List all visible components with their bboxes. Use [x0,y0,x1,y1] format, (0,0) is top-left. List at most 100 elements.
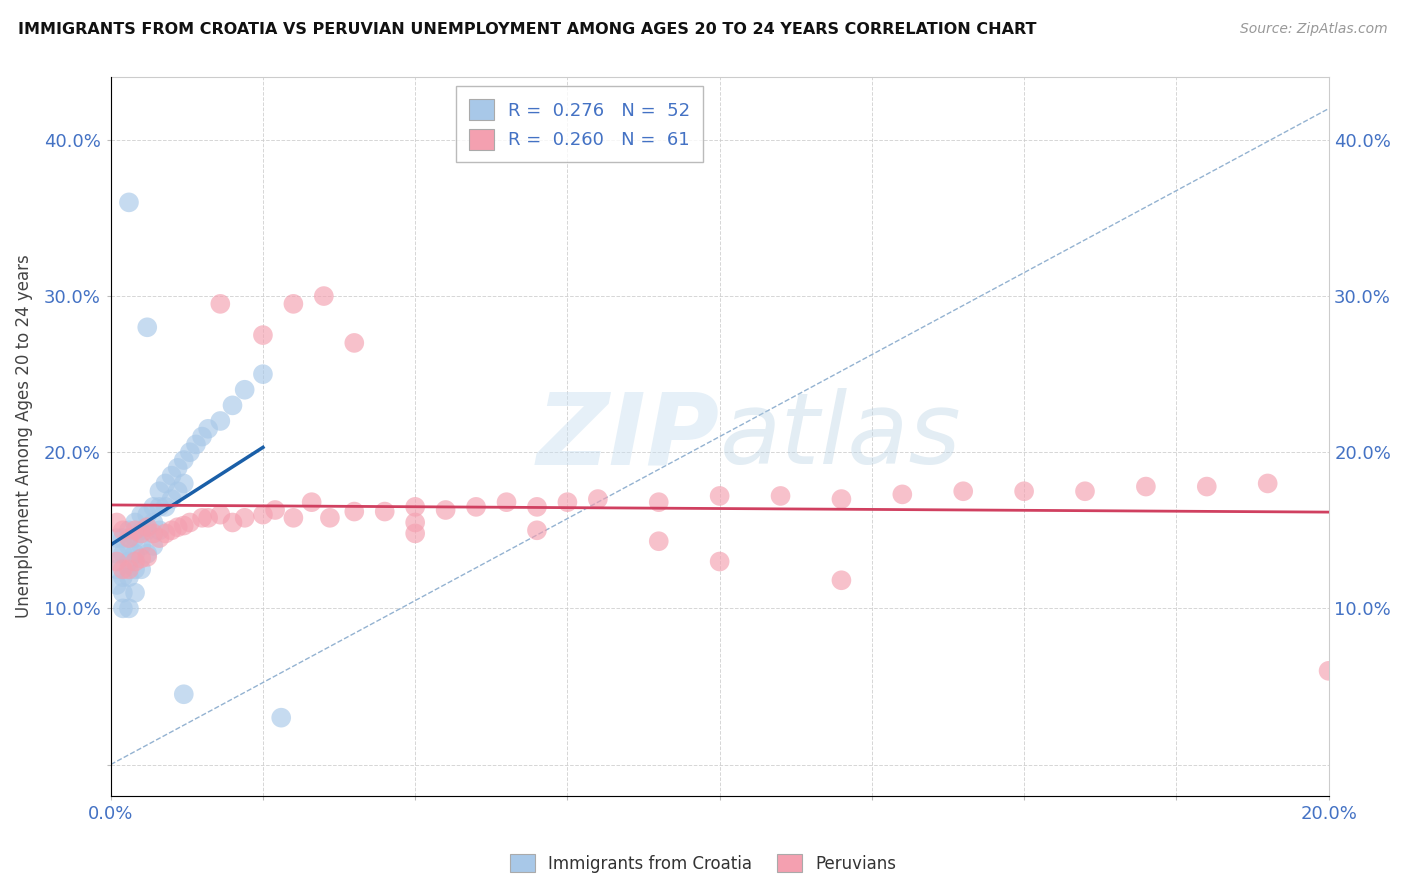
Point [233,510,256,524]
Point [129,539,152,553]
Point [270,711,292,725]
Point [111,601,134,615]
Point [209,297,232,311]
Point [155,476,177,491]
Point [118,562,141,576]
Point [142,526,165,541]
Point [136,508,159,522]
Point [124,586,146,600]
Point [142,516,165,530]
Point [124,547,146,561]
Point [118,531,141,545]
Point [1257,476,1279,491]
Point [155,500,177,514]
Point [252,328,274,343]
Point [197,510,219,524]
Point [129,551,152,566]
Point [209,414,232,428]
Point [404,526,426,541]
Point [404,516,426,530]
Point [173,518,195,533]
Point [148,500,170,514]
Point [118,523,141,537]
Text: atlas: atlas [720,388,962,485]
Point [343,504,366,518]
Point [118,601,141,615]
Point [179,445,201,459]
Point [111,570,134,584]
Point [709,555,731,569]
Point [124,523,146,537]
Point [209,508,232,522]
Point [118,195,141,210]
Point [136,523,159,537]
Point [404,500,426,514]
Point [111,547,134,561]
Point [1135,479,1157,493]
Point [648,534,671,549]
Point [648,495,671,509]
Point [197,422,219,436]
Point [129,523,152,537]
Point [118,539,141,553]
Point [111,523,134,537]
Point [1317,664,1340,678]
Point [129,508,152,522]
Point [105,531,128,545]
Point [191,510,214,524]
Point [136,549,159,564]
Point [129,526,152,541]
Point [124,516,146,530]
Point [160,468,183,483]
Point [136,320,159,334]
Point [105,547,128,561]
Point [166,520,188,534]
Point [465,500,488,514]
Point [124,531,146,545]
Point [952,484,974,499]
Point [124,555,146,569]
Legend: R =  0.276   N =  52, R =  0.260   N =  61: R = 0.276 N = 52, R = 0.260 N = 61 [456,87,703,162]
Point [148,523,170,537]
Point [221,398,243,412]
Point [1195,479,1218,493]
Point [105,516,128,530]
Point [526,500,548,514]
Point [221,516,243,530]
Point [142,500,165,514]
Point [1012,484,1035,499]
Point [179,516,201,530]
Point [586,491,609,506]
Point [166,460,188,475]
Y-axis label: Unemployment Among Ages 20 to 24 years: Unemployment Among Ages 20 to 24 years [15,255,32,618]
Point [264,503,287,517]
Point [301,495,323,509]
Point [283,297,305,311]
Point [148,531,170,545]
Point [830,491,852,506]
Point [343,335,366,350]
Text: Source: ZipAtlas.com: Source: ZipAtlas.com [1240,22,1388,37]
Point [526,523,548,537]
Point [173,476,195,491]
Point [191,429,214,443]
Legend: Immigrants from Croatia, Peruvians: Immigrants from Croatia, Peruvians [503,847,903,880]
Point [160,523,183,537]
Text: IMMIGRANTS FROM CROATIA VS PERUVIAN UNEMPLOYMENT AMONG AGES 20 TO 24 YEARS CORRE: IMMIGRANTS FROM CROATIA VS PERUVIAN UNEM… [18,22,1036,37]
Point [118,555,141,569]
Point [105,555,128,569]
Point [184,437,207,451]
Point [769,489,792,503]
Point [283,510,305,524]
Point [155,526,177,541]
Point [891,487,914,501]
Text: ZIP: ZIP [537,388,720,485]
Point [129,562,152,576]
Point [319,510,342,524]
Point [1074,484,1097,499]
Point [105,578,128,592]
Point [111,531,134,545]
Point [166,484,188,499]
Point [148,484,170,499]
Point [434,503,457,517]
